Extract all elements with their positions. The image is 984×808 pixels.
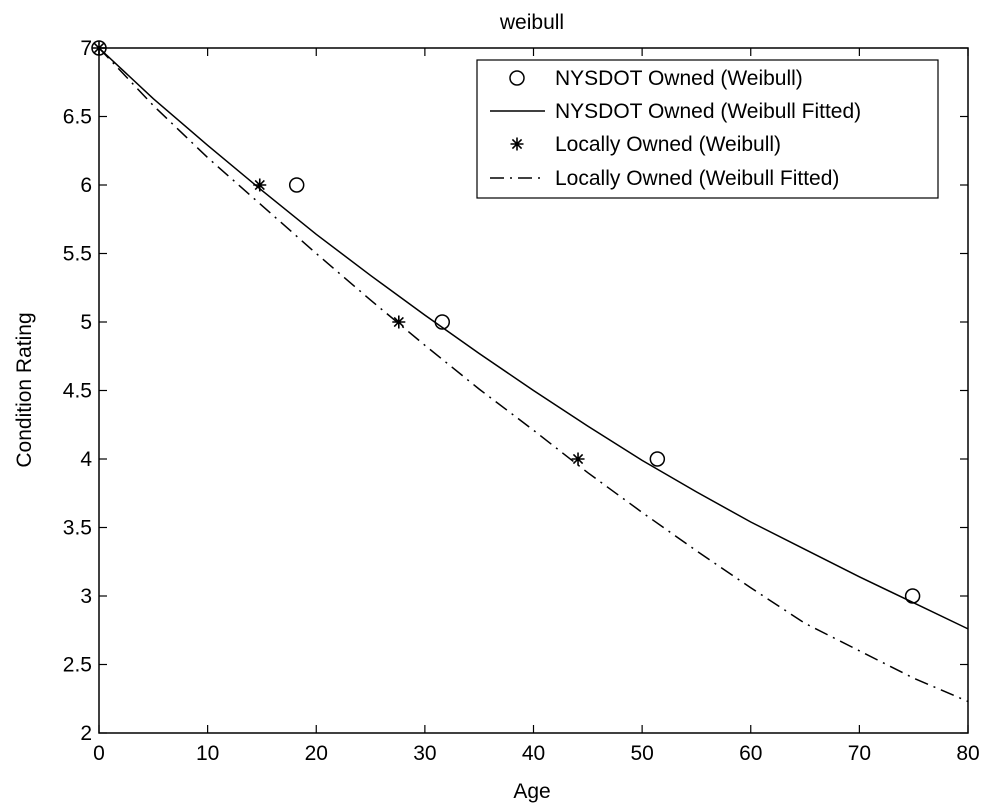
local-data-point: [392, 315, 406, 329]
local-data-point: [253, 178, 267, 192]
x-tick-labels: 0 10 20 30 40 50 60 70 80: [93, 742, 980, 765]
y-tick-labels: 2 2.5 3 3.5 4 4.5 5 5.5 6 6.5 7: [63, 37, 93, 745]
x-tick-label: 50: [630, 742, 653, 765]
legend-box: [476, 59, 939, 199]
nysdot-data-point: [288, 177, 305, 193]
y-tick-label: 2: [80, 722, 92, 745]
legend-label-nysdot-weibull: NYSDOT Owned (Weibull): [555, 67, 803, 90]
series-1: [98, 47, 969, 630]
chart-title: weibull: [499, 11, 564, 34]
x-tick-label: 70: [848, 742, 871, 765]
legend-label-local-fitted: Locally Owned (Weibull Fitted): [555, 167, 839, 190]
y-tick-label: 3: [80, 585, 92, 608]
x-tick-label: 30: [413, 742, 436, 765]
legend-label-nysdot-fitted: NYSDOT Owned (Weibull Fitted): [555, 100, 861, 123]
y-tick-label: 2.5: [63, 654, 92, 677]
y-tick-label: 7: [80, 37, 92, 60]
legend-symbols: [490, 70, 545, 179]
x-tick-label: 80: [956, 742, 979, 765]
local-data-point: [571, 452, 585, 466]
x-tick-label: 60: [739, 742, 762, 765]
y-tick-label: 5: [80, 311, 92, 334]
y-tick-label: 4.5: [63, 380, 92, 403]
nysdot-fitted-line: [98, 47, 969, 630]
y-axis-label: Condition Rating: [13, 312, 36, 467]
y-tick-label: 6.5: [63, 106, 92, 129]
series-3: [98, 47, 969, 703]
legend-circle-marker: [509, 70, 525, 86]
nysdot-data-point: [91, 40, 107, 56]
y-tick-label: 4: [80, 448, 92, 471]
y-tick-label: 5.5: [63, 243, 92, 266]
x-tick-label: 20: [305, 742, 328, 765]
local-fitted-line: [98, 47, 969, 703]
x-tick-label: 10: [196, 742, 219, 765]
legend-asterisk-marker: [510, 137, 524, 151]
y-tick-label: 6: [80, 174, 92, 197]
tick-marks: [98, 47, 969, 734]
x-axis-label: Age: [513, 780, 550, 803]
x-tick-label: 40: [522, 742, 545, 765]
nysdot-data-point: [649, 451, 666, 467]
legend-label-local-weibull: Locally Owned (Weibull): [555, 133, 781, 156]
y-tick-label: 3.5: [63, 517, 92, 540]
legend: NYSDOT Owned (Weibull) NYSDOT Owned (Wei…: [476, 59, 939, 199]
series-layer: [91, 40, 969, 703]
x-tick-label: 0: [93, 742, 105, 765]
